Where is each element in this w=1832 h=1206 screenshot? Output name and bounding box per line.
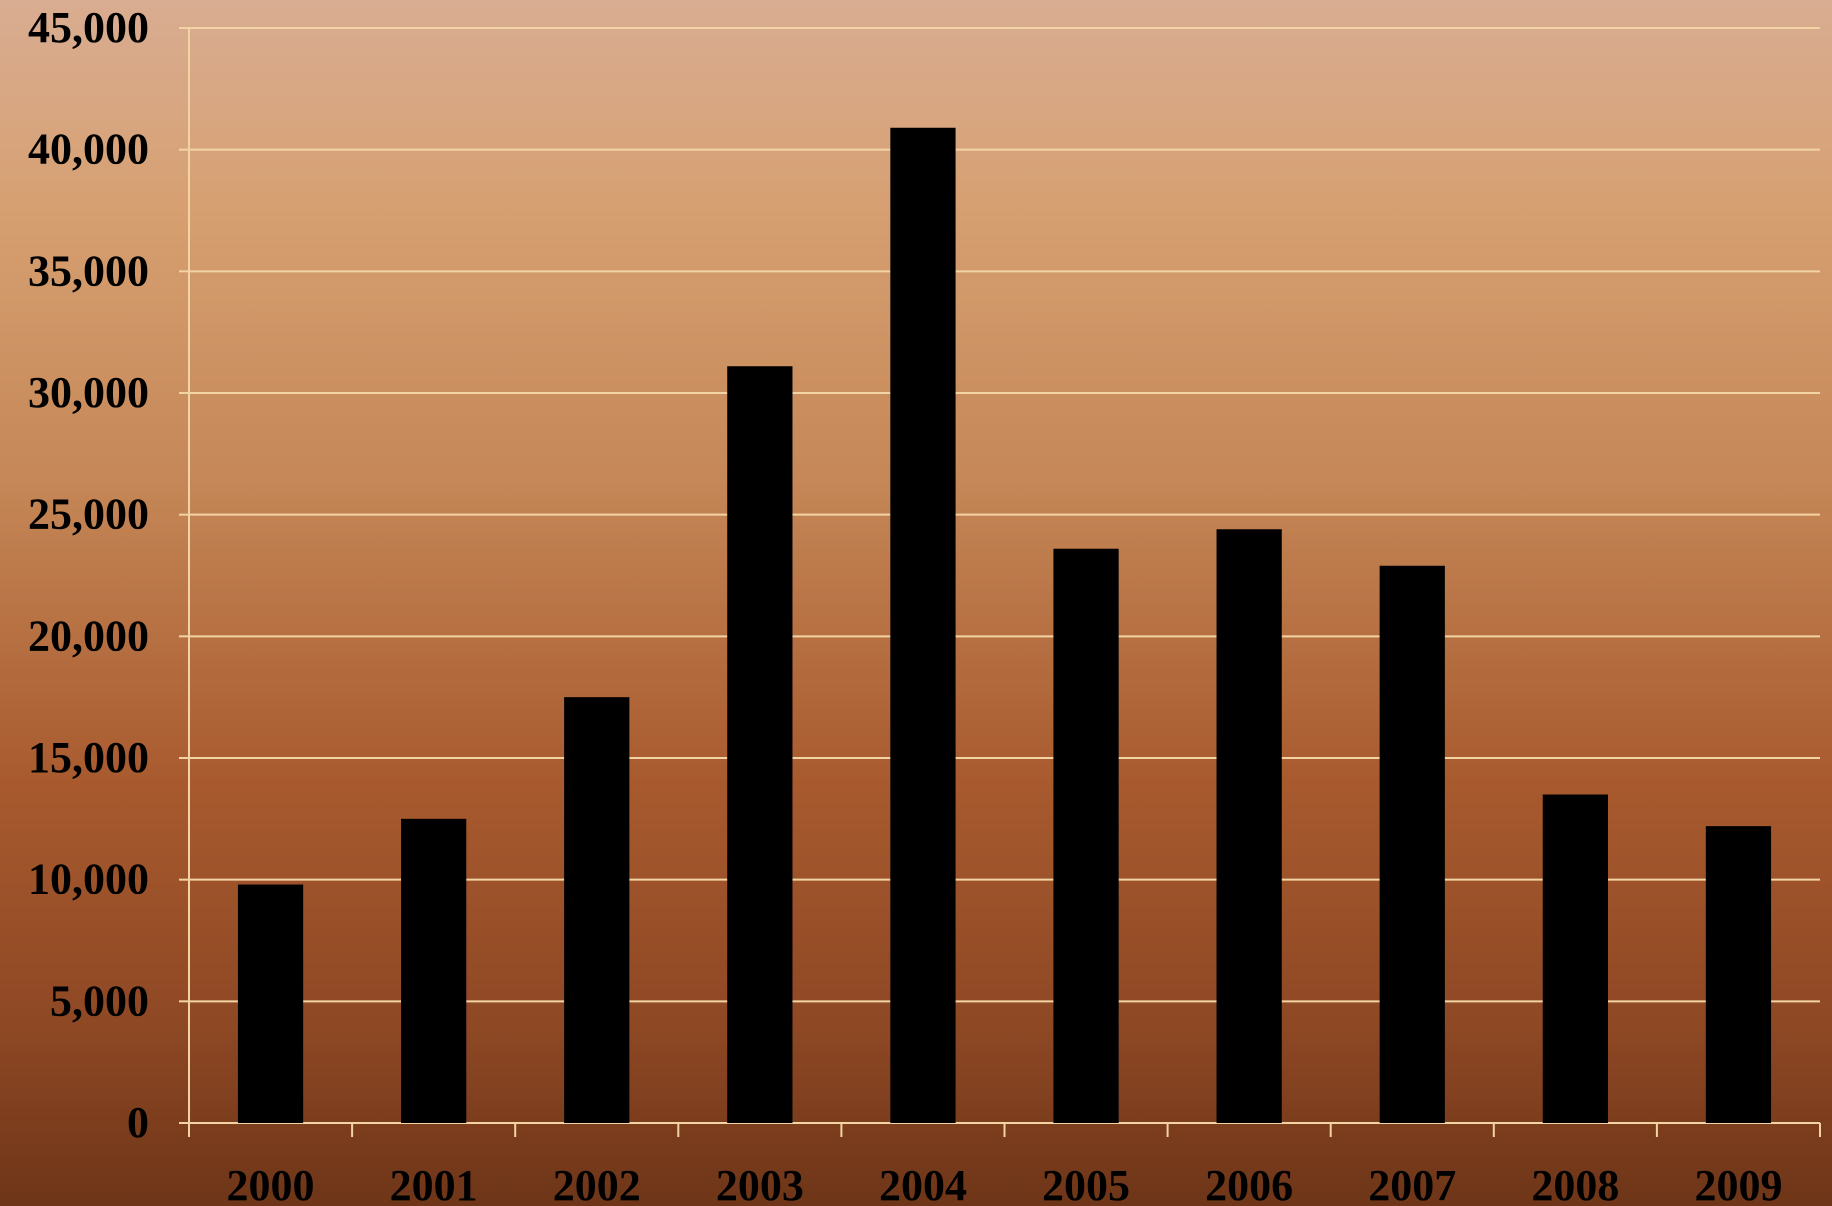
y-tick-labels: 0 5,000 10,000 15,000 20,000 25,000 30,000 35,0…	[28, 3, 149, 1147]
y-tick-label: 0	[127, 1098, 149, 1147]
x-tick-label: 2004	[879, 1161, 967, 1206]
x-tick-label: 2005	[1042, 1161, 1130, 1206]
y-tick-label: 25,000	[28, 490, 149, 539]
x-tick-label: 2008	[1531, 1161, 1619, 1206]
bar-2007	[1379, 565, 1445, 1123]
x-tick-label: 2009	[1694, 1161, 1782, 1206]
bar-2005	[1053, 548, 1119, 1123]
bar-2009	[1705, 826, 1772, 1123]
y-tick-label: 40,000	[28, 125, 149, 174]
y-tick-label: 5,000	[50, 976, 149, 1025]
y-tick-label: 35,000	[28, 246, 149, 295]
bars	[237, 127, 1772, 1124]
bar-2001	[401, 818, 467, 1123]
x-tick-label: 2001	[390, 1161, 478, 1206]
y-tick-label: 20,000	[28, 611, 149, 660]
x-tick-label: 2006	[1205, 1161, 1293, 1206]
y-tick-label: 10,000	[28, 855, 149, 904]
bar-2002	[564, 697, 630, 1123]
bar-2000	[237, 884, 304, 1123]
bar-2008	[1542, 794, 1608, 1123]
y-tick-label: 15,000	[28, 733, 149, 782]
bar-2004	[890, 127, 956, 1124]
x-tick-label: 2007	[1368, 1161, 1456, 1206]
x-tick-label: 2000	[227, 1161, 315, 1206]
bar-2006	[1216, 529, 1282, 1123]
y-tick-label: 45,000	[28, 3, 149, 52]
x-tick-label: 2003	[716, 1161, 804, 1206]
y-tick-label: 30,000	[28, 368, 149, 417]
x-tick-labels: 2000 2001 2002 2003 2004 2005 2006 2007 2008 2009	[227, 1161, 1783, 1206]
bar-2003	[727, 366, 793, 1123]
x-tick-label: 2002	[553, 1161, 641, 1206]
